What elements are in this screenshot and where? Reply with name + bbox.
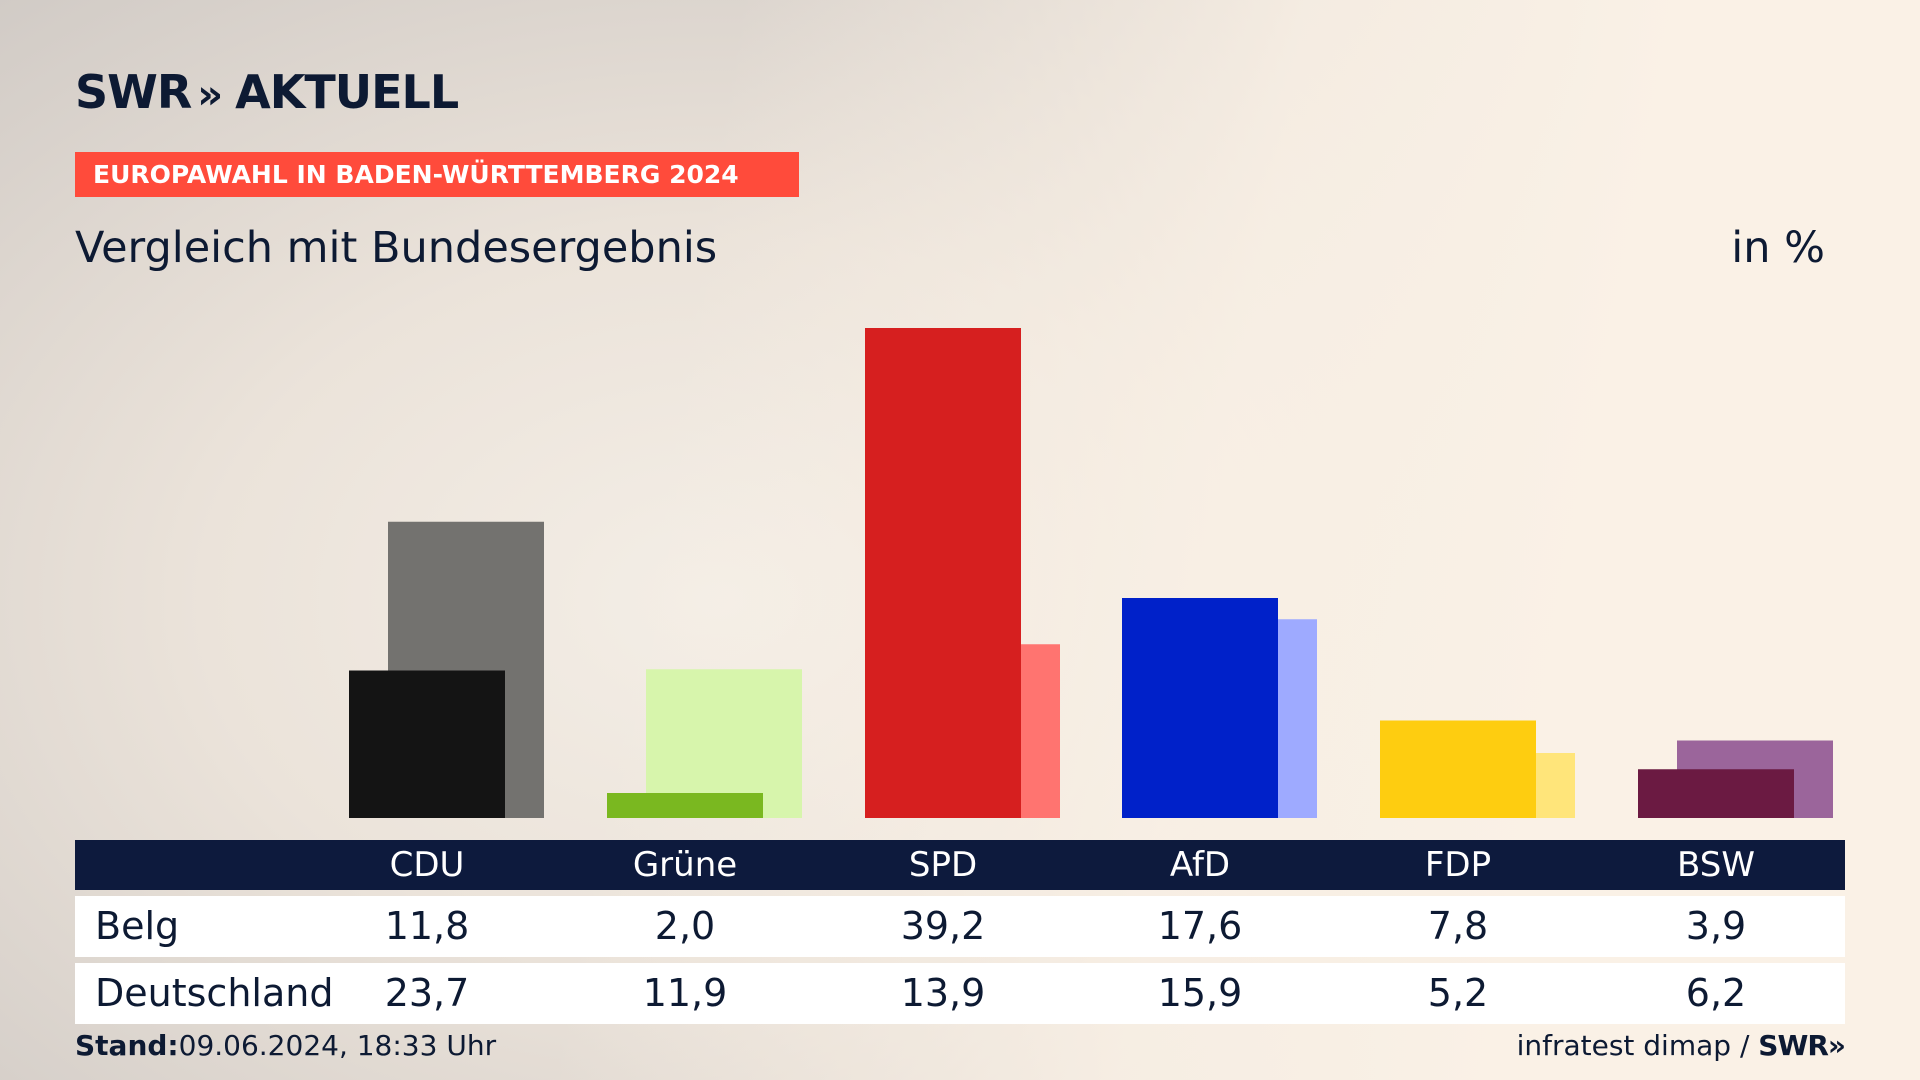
table-cell: 5,2 — [1427, 971, 1489, 1015]
table-body: Belg 11,8 2,0 39,2 17,6 7,8 3,9 Deutschland 23,7… — [75, 896, 1845, 1024]
table-header-cell: AfD — [1169, 845, 1231, 885]
stand-label: Stand: — [75, 1029, 179, 1062]
timestamp: Stand:09.06.2024, 18:33 Uhr — [75, 1027, 496, 1065]
table-header: CDU Grüne SPD AfD FDP BSW — [75, 840, 1845, 890]
bar-belg-1 — [607, 793, 763, 818]
table-header-cell: SPD — [908, 845, 978, 885]
table-cell: 2,0 — [654, 904, 716, 948]
brand-name: SWR — [75, 65, 192, 119]
bar-belg-5 — [1638, 769, 1794, 818]
table-cell: 11,9 — [642, 971, 728, 1015]
bar-belg-0 — [349, 670, 505, 818]
bar-belg-2 — [865, 328, 1021, 818]
table-header-cell: CDU — [389, 845, 465, 885]
table-cell: 7,8 — [1427, 904, 1489, 948]
chart-unit: in % — [1731, 223, 1825, 273]
table-cell: 39,2 — [900, 904, 986, 948]
table-cell: 13,9 — [900, 971, 986, 1015]
results-table: CDU Grüne SPD AfD FDP BSW Belg 11,8 2,0 39,2 17,6… — [75, 840, 1845, 1024]
table-cell: 23,7 — [384, 971, 470, 1015]
bar-belg-3 — [1122, 598, 1278, 818]
source-credit: infratest dimap / SWR» — [1516, 1027, 1846, 1065]
chart-subtitle: Vergleich mit Bundesergebnis — [75, 223, 718, 273]
table-cell: 17,6 — [1157, 904, 1243, 948]
source-text: infratest dimap / — [1516, 1029, 1750, 1062]
election-banner: EUROPAWAHL IN BADEN-WÜRTTEMBERG 2024 — [75, 152, 799, 197]
table-cell: 11,8 — [384, 904, 470, 948]
brand-product: AKTUELL — [235, 65, 459, 119]
row-label: Belg — [95, 904, 180, 948]
swr-aktuell-logo: SWR» AKTUELL — [75, 65, 459, 119]
table-row: Deutschland 23,7 11,9 13,9 15,9 5,2 6,2 — [75, 963, 1845, 1024]
table-header-cell: BSW — [1677, 845, 1755, 885]
table-cell: 15,9 — [1157, 971, 1243, 1015]
table-cell: 3,9 — [1685, 904, 1747, 948]
table-cell: 6,2 — [1685, 971, 1747, 1015]
table-header-cell: Grüne — [632, 845, 738, 885]
swr-logo-small: SWR» — [1758, 1029, 1846, 1062]
stand-value: 09.06.2024, 18:33 Uhr — [178, 1029, 497, 1062]
table-header-cell: FDP — [1424, 845, 1492, 885]
bar-belg-4 — [1380, 720, 1536, 818]
table-row: Belg 11,8 2,0 39,2 17,6 7,8 3,9 — [75, 896, 1845, 957]
row-label: Deutschland — [95, 971, 334, 1015]
